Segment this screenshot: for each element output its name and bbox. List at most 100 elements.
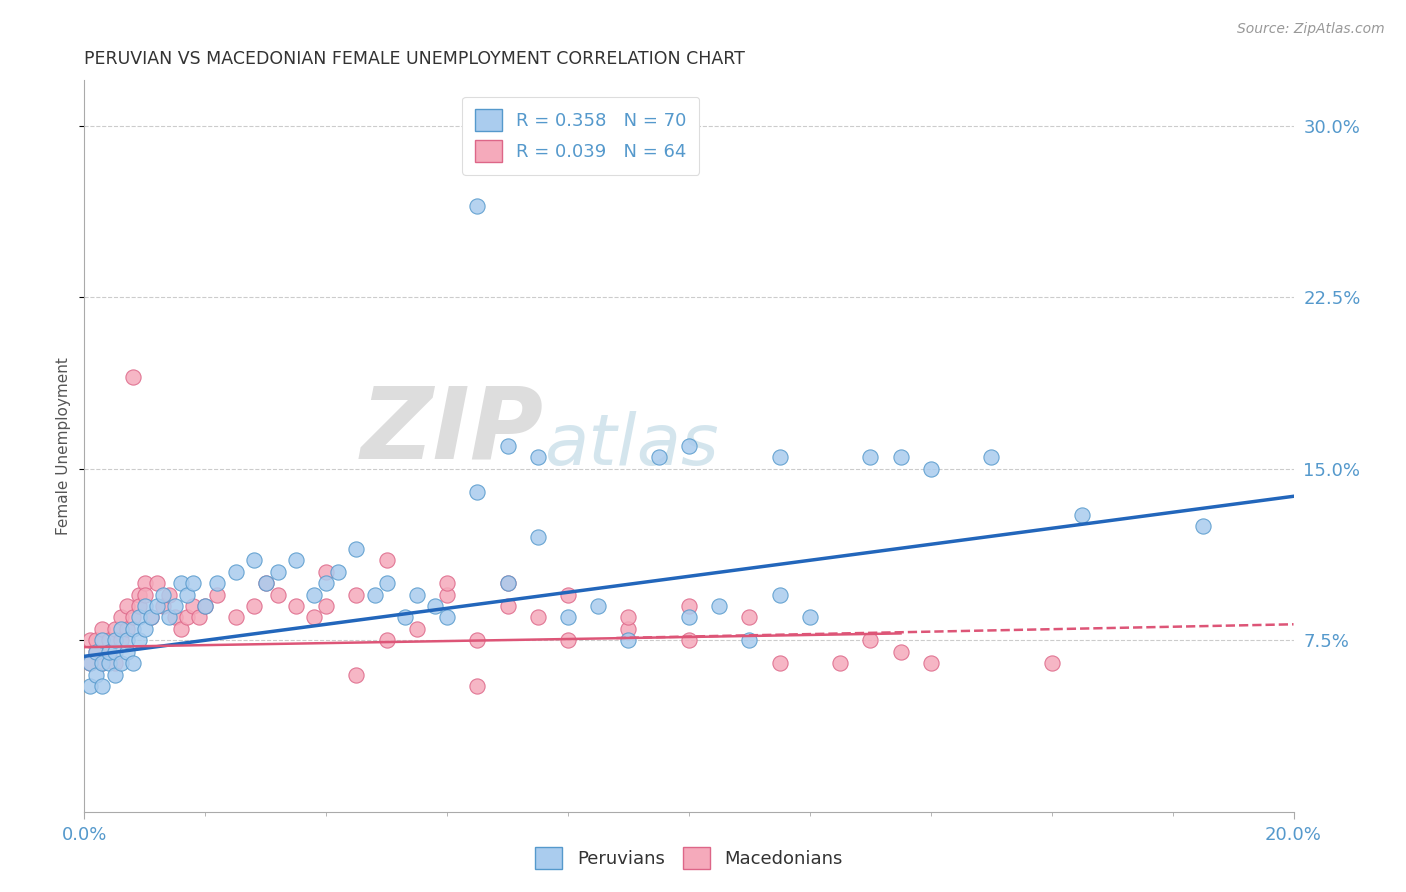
Point <box>139 610 162 624</box>
Point <box>769 588 792 602</box>
Point <box>146 576 169 591</box>
Point <box>79 633 101 648</box>
Point <box>91 633 114 648</box>
Point <box>225 565 247 579</box>
Point <box>176 588 198 602</box>
Point <box>110 622 132 636</box>
Point <box>97 645 120 659</box>
Point <box>496 599 519 613</box>
Point <box>104 645 127 659</box>
Point <box>97 633 120 648</box>
Point <box>328 565 350 579</box>
Point <box>302 588 325 602</box>
Point <box>436 576 458 591</box>
Point <box>859 450 882 465</box>
Point <box>139 610 162 624</box>
Point <box>315 599 337 613</box>
Point <box>709 599 731 613</box>
Point <box>170 622 193 636</box>
Point <box>207 576 229 591</box>
Point <box>134 599 156 613</box>
Point <box>1040 656 1063 670</box>
Point <box>157 610 180 624</box>
Point <box>1071 508 1094 522</box>
Text: Source: ZipAtlas.com: Source: ZipAtlas.com <box>1237 22 1385 37</box>
Point <box>678 599 700 613</box>
Point <box>890 450 912 465</box>
Point <box>302 610 325 624</box>
Point <box>267 588 290 602</box>
Point <box>315 576 337 591</box>
Point <box>346 667 368 681</box>
Point <box>121 610 143 624</box>
Point <box>527 450 550 465</box>
Point <box>86 645 108 659</box>
Point <box>104 667 127 681</box>
Point <box>920 462 942 476</box>
Point <box>496 576 519 591</box>
Point <box>859 633 882 648</box>
Point <box>79 679 101 693</box>
Point <box>121 370 143 384</box>
Point <box>128 633 150 648</box>
Point <box>86 667 108 681</box>
Point <box>467 199 489 213</box>
Point <box>285 553 308 567</box>
Point <box>557 588 579 602</box>
Point <box>496 439 519 453</box>
Point <box>165 610 187 624</box>
Point <box>678 439 700 453</box>
Y-axis label: Female Unemployment: Female Unemployment <box>56 357 72 535</box>
Point <box>648 450 671 465</box>
Point <box>527 530 550 544</box>
Point <box>97 656 120 670</box>
Point <box>315 565 337 579</box>
Point <box>176 610 198 624</box>
Point <box>830 656 852 670</box>
Point <box>110 633 132 648</box>
Point <box>363 588 385 602</box>
Point <box>394 610 416 624</box>
Point <box>115 645 138 659</box>
Point <box>423 599 446 613</box>
Point <box>165 599 187 613</box>
Point <box>920 656 942 670</box>
Legend: Peruvians, Macedonians: Peruvians, Macedonians <box>529 839 849 876</box>
Point <box>738 633 761 648</box>
Point <box>86 633 108 648</box>
Point <box>121 656 143 670</box>
Point <box>152 599 174 613</box>
Point <box>134 622 156 636</box>
Point <box>467 679 489 693</box>
Point <box>79 656 101 670</box>
Point <box>406 588 429 602</box>
Text: atlas: atlas <box>544 411 718 481</box>
Point <box>242 599 264 613</box>
Point <box>254 576 277 591</box>
Point <box>128 588 150 602</box>
Point <box>134 588 156 602</box>
Point <box>91 679 114 693</box>
Point <box>207 588 229 602</box>
Point <box>346 541 368 556</box>
Point <box>86 645 108 659</box>
Point <box>267 565 290 579</box>
Point <box>79 656 101 670</box>
Point <box>170 576 193 591</box>
Point <box>980 450 1002 465</box>
Point <box>181 576 204 591</box>
Point <box>496 576 519 591</box>
Point <box>128 610 150 624</box>
Point <box>1192 519 1215 533</box>
Text: PERUVIAN VS MACEDONIAN FEMALE UNEMPLOYMENT CORRELATION CHART: PERUVIAN VS MACEDONIAN FEMALE UNEMPLOYME… <box>84 50 745 68</box>
Point <box>467 633 489 648</box>
Point <box>242 553 264 567</box>
Point <box>375 576 398 591</box>
Point <box>769 656 792 670</box>
Point <box>225 610 247 624</box>
Point <box>146 599 169 613</box>
Point <box>436 610 458 624</box>
Point <box>194 599 217 613</box>
Point <box>104 656 127 670</box>
Point <box>128 599 150 613</box>
